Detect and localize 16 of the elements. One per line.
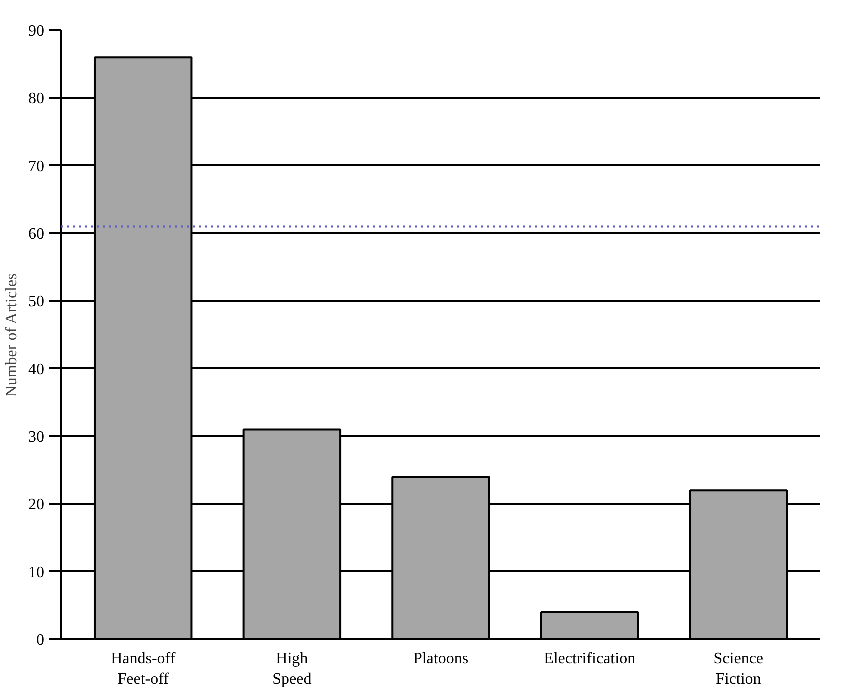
y-tick-label: 80 bbox=[28, 90, 44, 108]
x-tick-label: Platoons bbox=[413, 650, 469, 668]
y-tick-label: 30 bbox=[28, 429, 44, 446]
x-tick-label: Hands-off Feet-off bbox=[111, 650, 176, 688]
x-tick-label: Science Fiction bbox=[714, 650, 764, 688]
y-tick-label: 90 bbox=[28, 23, 44, 40]
x-tick-label: High Speed bbox=[272, 650, 312, 688]
y-tick-label: 10 bbox=[28, 564, 44, 582]
x-tick-label: Electrification bbox=[544, 650, 636, 668]
y-tick-label: 50 bbox=[28, 294, 44, 311]
y-tick-label: 40 bbox=[28, 361, 44, 378]
y-tick-label: 70 bbox=[28, 158, 44, 176]
y-tick-label: 0 bbox=[36, 632, 44, 649]
y-axis-title: Number of Articles bbox=[4, 274, 20, 398]
y-tick-label: 20 bbox=[28, 496, 44, 514]
y-tick-label: 60 bbox=[28, 226, 44, 243]
